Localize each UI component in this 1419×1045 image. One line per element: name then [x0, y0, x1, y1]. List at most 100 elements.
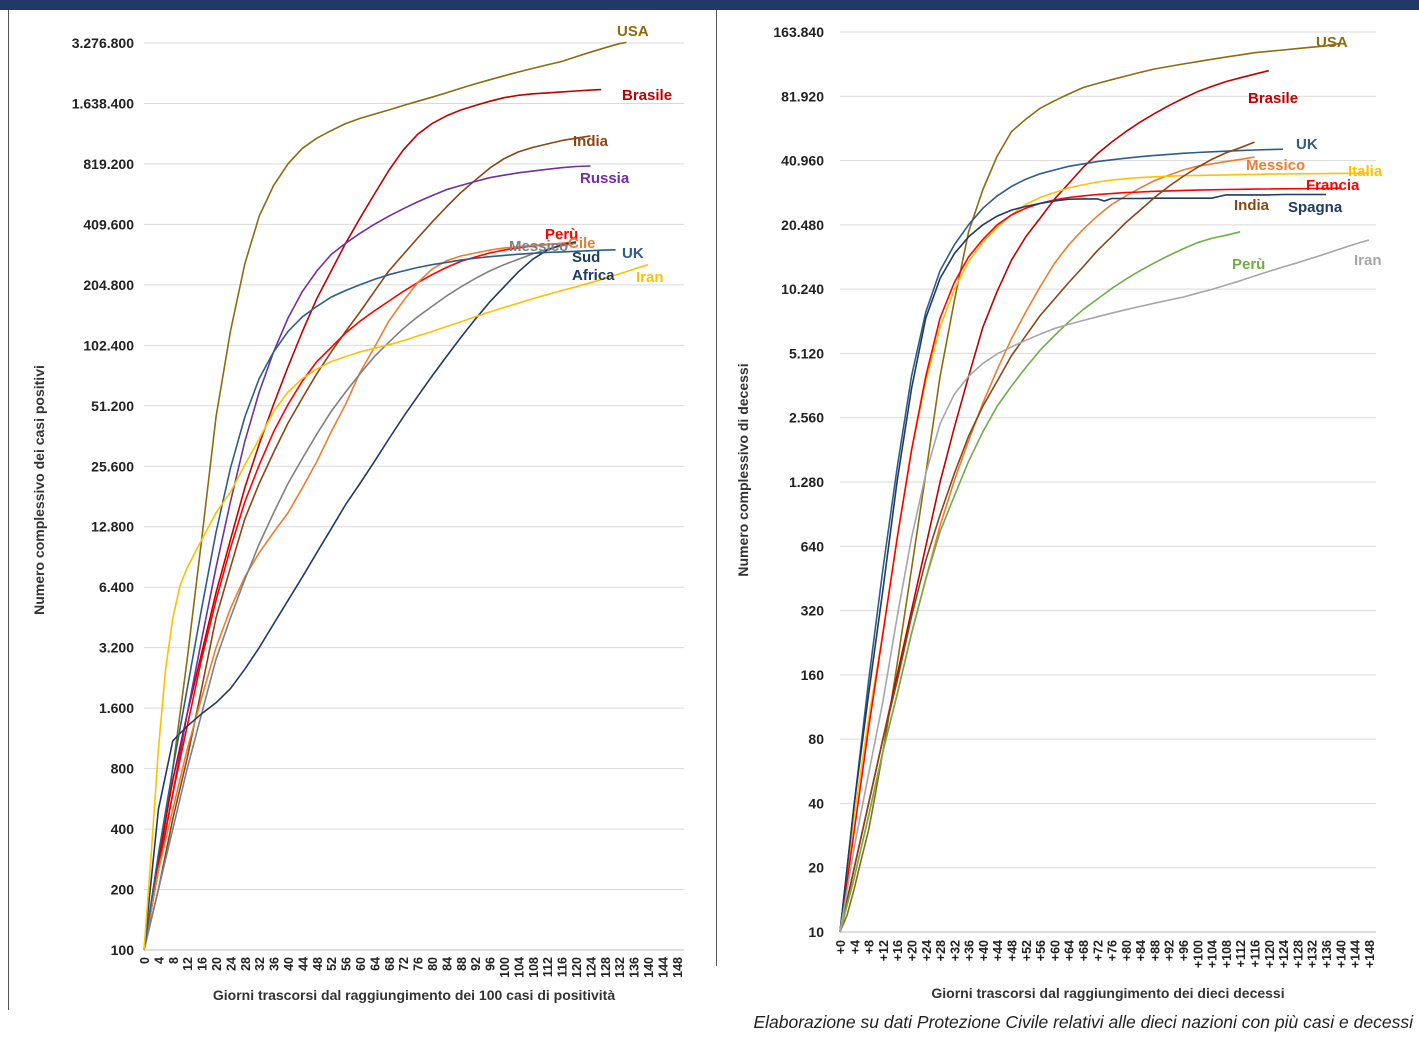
series-line-brasile	[143, 88, 602, 951]
frame-border	[8, 10, 9, 1010]
y-tick-label: 80	[808, 731, 824, 747]
series-line-india	[839, 141, 1255, 933]
x-tick-label: 120	[570, 957, 584, 978]
x-tick-label: 12	[181, 957, 195, 971]
x-tick-label: 88	[455, 957, 469, 971]
y-tick-label: 51.200	[91, 398, 134, 414]
x-tick-label: +92	[1163, 940, 1177, 961]
source-note: Elaborazione su dati Protezione Civile r…	[753, 1012, 1413, 1032]
series-line-sud-africa	[143, 241, 577, 951]
x-tick-label: +128	[1291, 940, 1305, 968]
series-label-uk: UK	[622, 245, 644, 262]
y-tick-label: 5.120	[789, 345, 824, 361]
series-label-russia: Russia	[580, 170, 630, 187]
series-label-peru: Perù	[1232, 256, 1265, 273]
x-tick-label: 124	[584, 957, 598, 978]
series-line-uk	[143, 249, 616, 951]
chart-casi-positivi: 1002004008001.6003.2006.40012.80025.6005…	[31, 23, 685, 1003]
x-tick-label: +0	[834, 940, 848, 954]
y-tick-label: 800	[111, 761, 135, 777]
series-label-italia: Italia	[1348, 163, 1383, 180]
x-tick-label: 32	[253, 957, 267, 971]
x-tick-label: +136	[1320, 940, 1334, 968]
y-tick-label: 20	[808, 860, 824, 876]
x-tick-label: +72	[1091, 940, 1105, 961]
x-tick-label: 4	[152, 957, 166, 964]
x-tick-label: 28	[239, 957, 253, 971]
x-tick-label: 96	[484, 957, 498, 971]
x-tick-label: +20	[905, 940, 919, 961]
series-line-russia	[143, 165, 591, 951]
x-tick-label: 48	[311, 957, 325, 971]
x-tick-label: +32	[948, 940, 962, 961]
x-tick-label: +124	[1277, 940, 1291, 968]
x-tick-label: 56	[340, 957, 354, 971]
x-tick-label: 104	[512, 957, 526, 978]
x-tick-label: 108	[527, 957, 541, 978]
series-line-usa	[839, 42, 1341, 933]
x-tick-label: 132	[613, 957, 627, 978]
x-tick-label: 76	[412, 957, 426, 971]
y-tick-label: 320	[801, 603, 825, 619]
x-tick-label: +60	[1048, 940, 1062, 961]
x-tick-label: 148	[671, 957, 685, 978]
y-tick-label: 2.560	[789, 410, 824, 426]
x-tick-label: 84	[440, 957, 454, 971]
series-label-india: India	[1234, 197, 1270, 214]
x-tick-label: +40	[977, 940, 991, 961]
series-label-iran: Iran	[636, 269, 664, 286]
x-tick-label: 112	[541, 957, 555, 977]
y-tick-label: 200	[111, 882, 135, 898]
x-tick-label: +24	[920, 940, 934, 961]
series-line-peru	[143, 241, 569, 951]
x-tick-label: +16	[891, 940, 905, 961]
y-tick-label: 20.480	[781, 217, 824, 233]
series-label-messico: Messico	[1246, 157, 1305, 174]
top-header-band	[0, 0, 1419, 10]
x-tick-label: 92	[469, 957, 483, 971]
series-label-spagna: Spagna	[1288, 199, 1343, 216]
x-tick-label: +108	[1220, 940, 1234, 968]
series-line-francia	[839, 187, 1341, 933]
y-tick-label: 6.400	[99, 579, 134, 595]
x-tick-label: +120	[1263, 940, 1277, 968]
series-line-peru	[839, 231, 1241, 933]
y-tick-label: 3.276.800	[72, 35, 134, 51]
series-label-cile: Cile	[568, 235, 596, 252]
x-tick-label: 116	[556, 957, 570, 977]
series-line-cile	[143, 241, 577, 951]
y-tick-label: 3.200	[99, 640, 134, 656]
x-tick-label: 64	[368, 957, 382, 971]
x-tick-label: +36	[963, 940, 977, 961]
y-tick-label: 819.200	[83, 156, 134, 172]
x-tick-label: +116	[1249, 940, 1263, 968]
x-tick-label: 16	[196, 957, 210, 971]
x-tick-label: +104	[1206, 940, 1220, 968]
x-tick-label: 52	[325, 957, 339, 971]
series-line-india	[143, 135, 591, 951]
x-tick-label: +56	[1034, 940, 1048, 961]
series-line-usa	[143, 41, 627, 951]
x-tick-label: 136	[628, 957, 642, 978]
y-tick-label: 1.280	[789, 474, 824, 490]
y-tick-label: 640	[801, 538, 825, 554]
x-tick-label: +148	[1363, 940, 1377, 968]
y-tick-label: 10	[808, 924, 824, 940]
y-tick-label: 25.600	[91, 458, 134, 474]
series-line-uk	[839, 148, 1284, 933]
y-tick-label: 100	[111, 942, 135, 958]
y-axis-label: Numero complessivo di decessi	[735, 363, 751, 576]
x-tick-label: +76	[1106, 940, 1120, 961]
series-label-sud: Sud	[572, 249, 600, 266]
x-tick-label: 144	[656, 957, 670, 978]
x-tick-label: 72	[397, 957, 411, 971]
x-tick-label: +132	[1306, 940, 1320, 968]
x-tick-label: +96	[1177, 940, 1191, 961]
y-tick-label: 40.960	[781, 153, 824, 169]
x-tick-label: 68	[383, 957, 397, 971]
x-tick-label: 60	[354, 957, 368, 971]
x-tick-label: 20	[210, 957, 224, 971]
chart-decessi: 10 20 40 80 160 320 640 1.280 2.560 5.120 10.240 20…	[735, 24, 1383, 1001]
x-tick-label: +28	[934, 940, 948, 961]
